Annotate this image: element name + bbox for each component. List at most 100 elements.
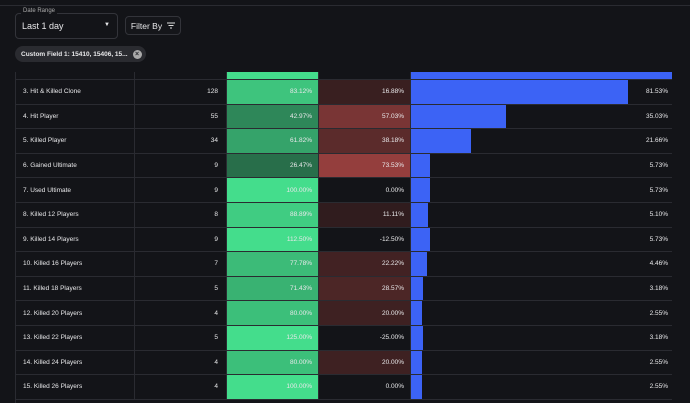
cell-conversion: 112.50% — [227, 227, 319, 252]
cell-total: 5.73% — [411, 153, 672, 178]
cell-total: 5.73% — [411, 178, 672, 202]
step-name: 13. Killed 22 Players — [23, 334, 83, 342]
total-rate: 81.53% — [645, 88, 668, 96]
cell-count: 5 — [135, 276, 227, 301]
cell-count: 128 — [135, 80, 227, 104]
table-row[interactable]: 11. Killed 18 Players 5 71.43% 28.57% 3.… — [15, 276, 672, 302]
cell-count — [135, 72, 227, 79]
step-name: 10. Killed 16 Players — [23, 260, 83, 268]
filter-icon — [167, 22, 176, 29]
cell-dropoff: 16.88% — [319, 80, 411, 104]
dropoff-rate: 0.00% — [385, 186, 404, 194]
step-name: 11. Killed 18 Players — [23, 285, 82, 293]
total-bar — [411, 202, 429, 227]
table-row[interactable]: 4. Hit Player 55 42.97% 57.03% 35.03% — [15, 104, 672, 130]
date-range-label: Date Range — [21, 8, 58, 14]
cell-dropoff — [319, 72, 411, 79]
total-rate: 3.18% — [649, 334, 668, 342]
cell-dropoff: 20.00% — [319, 301, 411, 325]
cell-total: 2.55% — [411, 350, 672, 375]
cell-name: 11. Killed 18 Players — [15, 276, 135, 301]
conversion-rate: 125.00% — [286, 334, 312, 342]
filter-chip[interactable]: Custom Field 1: 15410, 15406, 15... × — [15, 46, 146, 62]
conversion-rate: 42.97% — [289, 112, 312, 120]
total-rate: 35.03% — [645, 112, 668, 120]
close-icon[interactable]: × — [132, 49, 142, 59]
table-row[interactable]: 10. Killed 16 Players 7 77.78% 22.22% 4.… — [15, 252, 672, 277]
cell-name: 10. Killed 16 Players — [15, 252, 135, 276]
total-bar — [411, 153, 430, 178]
table-row[interactable]: 15. Killed 26 Players 4 100.00% 0.00% 2.… — [15, 375, 672, 400]
cell-count: 4 — [135, 301, 227, 325]
dropoff-rate: 20.00% — [381, 309, 404, 317]
date-range-value: Last 1 day — [22, 21, 64, 31]
step-count: 4 — [214, 358, 218, 366]
cell-total: 5.10% — [411, 202, 672, 227]
total-rate: 2.55% — [649, 358, 668, 366]
table-row[interactable]: 3. Hit & Killed Clone 128 83.12% 16.88% … — [15, 80, 672, 105]
total-rate: 2.55% — [649, 309, 668, 317]
cell-name: 5. Killed Player — [15, 129, 135, 153]
cell-total: 21.66% — [411, 129, 672, 153]
cell-total: 3.18% — [411, 325, 672, 350]
cell-count: 8 — [135, 202, 227, 227]
cell-dropoff: 0.00% — [319, 178, 411, 202]
table-row[interactable]: 7. Used Ultimate 9 100.00% 0.00% 5.73% — [15, 178, 672, 203]
cell-conversion: 88.89% — [227, 202, 319, 227]
step-count: 4 — [214, 309, 218, 317]
cell-conversion: 80.00% — [227, 350, 319, 375]
step-name: 6. Gained Ultimate — [23, 162, 77, 170]
filter-by-button[interactable]: Filter By — [125, 16, 181, 35]
cell-name: 12. Killed 20 Players — [15, 301, 135, 325]
table-row[interactable]: 13. Killed 22 Players 5 125.00% -25.00% … — [15, 325, 672, 351]
cell-dropoff: 11.11% — [319, 202, 411, 227]
step-count: 9 — [214, 186, 218, 194]
cell-dropoff: 73.53% — [319, 153, 411, 178]
cell-count: 9 — [135, 178, 227, 202]
table-row[interactable]: 12. Killed 20 Players 4 80.00% 20.00% 2.… — [15, 301, 672, 326]
total-bar — [411, 252, 427, 276]
step-count: 34 — [210, 137, 218, 145]
cell-count: 4 — [135, 350, 227, 375]
table-row[interactable]: 6. Gained Ultimate 9 26.47% 73.53% 5.73% — [15, 153, 672, 179]
conversion-rate: 80.00% — [289, 309, 312, 317]
dropoff-rate: -12.50% — [379, 235, 404, 243]
cell-dropoff: 38.18% — [319, 129, 411, 153]
step-name: 8. Killed 12 Players — [23, 211, 79, 219]
cell-conversion: 61.82% — [227, 129, 319, 153]
cell-total: 3.18% — [411, 276, 672, 301]
cell-dropoff: -12.50% — [319, 227, 411, 252]
filter-by-label: Filter By — [130, 20, 163, 31]
table-row[interactable]: 5. Killed Player 34 61.82% 38.18% 21.66% — [15, 129, 672, 154]
cell-total — [411, 72, 672, 79]
table-row[interactable]: 9. Killed 14 Players 9 112.50% -12.50% 5… — [15, 227, 672, 253]
cell-total: 4.46% — [411, 252, 672, 276]
cell-conversion: 100.00% — [227, 178, 319, 202]
step-count: 5 — [214, 334, 218, 342]
step-name: 3. Hit & Killed Clone — [23, 88, 81, 96]
cell-dropoff: 20.00% — [319, 350, 411, 375]
total-bar — [411, 104, 507, 129]
total-bar — [411, 325, 424, 350]
cell-name: 15. Killed 26 Players — [15, 375, 135, 399]
date-range-select[interactable]: Date Range Last 1 day ▼ — [15, 8, 118, 39]
cell-dropoff: 28.57% — [319, 276, 411, 301]
table-border — [15, 72, 16, 403]
cell-conversion: 83.12% — [227, 80, 319, 104]
funnel-table: 3. Hit & Killed Clone 128 83.12% 16.88% … — [15, 72, 672, 400]
total-bar — [411, 80, 628, 104]
table-row[interactable]: 14. Killed 24 Players 4 80.00% 20.00% 2.… — [15, 350, 672, 376]
conversion-rate: 88.89% — [289, 211, 312, 219]
cell-conversion: 77.78% — [227, 252, 319, 276]
cell-name: 4. Hit Player — [15, 104, 135, 129]
dropoff-rate: -25.00% — [379, 334, 404, 342]
total-bar — [411, 350, 422, 375]
cell-count: 34 — [135, 129, 227, 153]
conversion-rate: 77.78% — [289, 260, 312, 268]
cell-name: 3. Hit & Killed Clone — [15, 80, 135, 104]
caret-down-icon: ▼ — [104, 22, 110, 28]
step-count: 4 — [214, 383, 218, 391]
table-row[interactable]: 8. Killed 12 Players 8 88.89% 11.11% 5.1… — [15, 202, 672, 228]
step-count: 9 — [214, 162, 218, 170]
dropoff-rate: 22.22% — [381, 260, 404, 268]
